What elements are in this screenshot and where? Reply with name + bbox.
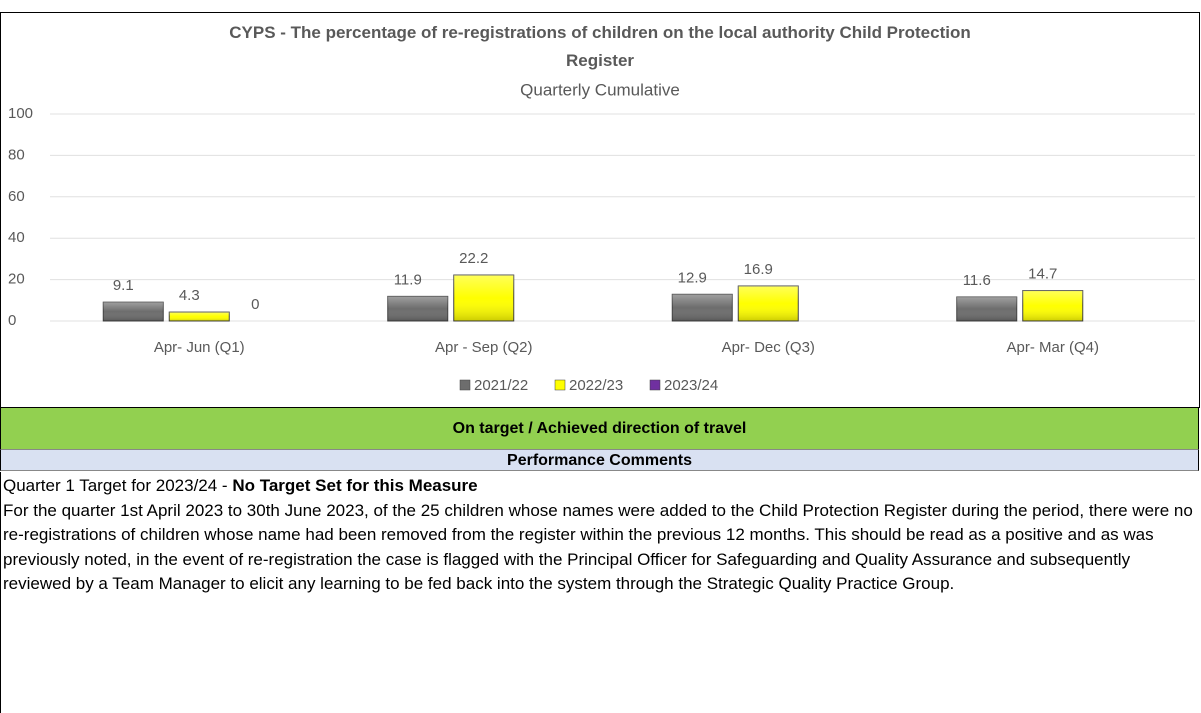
y-tick-label: 100 [8,105,33,122]
legend-swatch [649,379,661,391]
chart: CYPS - The percentage of re-registration… [0,12,1200,408]
data-label: 16.9 [744,261,773,278]
y-tick-label: 40 [8,229,25,246]
target-text: Quarter 1 Target for 2023/24 - [3,476,228,495]
legend-label: 2023/24 [664,377,718,394]
bar-shade [453,275,514,321]
legend-swatch [554,379,566,391]
x-tick-label: Apr- Jun (Q1) [154,339,245,356]
comments: Quarter 1 Target for 2023/24 - No Target… [0,472,1200,713]
y-tick-label: 0 [8,312,16,329]
x-tick-label: Apr- Dec (Q3) [722,339,815,356]
y-tick-label: 20 [8,271,25,288]
comment-body: For the quarter 1st April 2023 to 30th J… [3,500,1193,594]
legend-label: 2021/22 [474,377,528,394]
data-label: 4.3 [179,287,200,304]
bar-shade [672,294,733,321]
status-banner: On target / Achieved direction of travel [0,407,1199,449]
data-label: 22.2 [459,250,488,267]
y-tick-label: 80 [8,146,25,163]
legend-swatch [459,379,471,391]
target-line: Quarter 1 Target for 2023/24 - No Target… [3,474,1200,499]
bar-shade [956,296,1017,321]
chart-subtitle: Quarterly Cumulative [520,80,680,99]
x-tick-label: Apr- Mar (Q4) [1006,339,1099,356]
data-label: 12.9 [678,269,707,286]
data-label: 0 [251,296,259,313]
bar-shade [387,296,448,321]
bar-shade [738,286,799,321]
x-tick-label: Apr - Sep (Q2) [435,339,533,356]
target-value: No Target Set for this Measure [232,476,478,495]
bar-shade [103,302,164,321]
data-label: 11.9 [394,271,422,288]
bar-shade [1022,290,1083,321]
comments-heading: Performance Comments [0,449,1199,471]
bar-shade [169,312,230,321]
y-tick-label: 60 [8,188,25,205]
chart-title: CYPS - The percentage of re-registration… [229,23,970,70]
data-label: 9.1 [113,277,134,294]
data-label: 11.6 [963,272,991,289]
data-label: 14.7 [1028,266,1057,283]
legend-label: 2022/23 [569,377,623,394]
